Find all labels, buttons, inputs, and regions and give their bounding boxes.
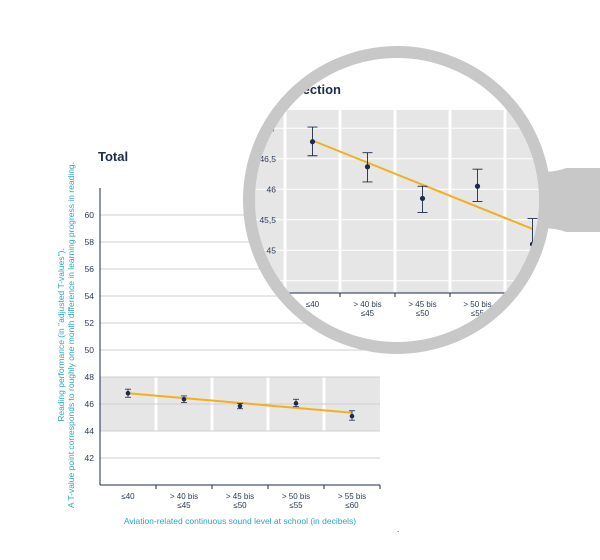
total-data-point (181, 396, 187, 402)
y-axis-label-continued: A T-value point corresponds to roughly o… (66, 162, 76, 508)
total-y-tick: 42 (85, 453, 95, 463)
total-category-label: ≤45 (177, 501, 191, 510)
total-data-point (125, 390, 131, 396)
total-y-tick: 54 (85, 291, 95, 301)
total-category-label: > 45 bis (226, 492, 254, 501)
total-data-point (237, 403, 243, 409)
total-category-label: ≤55 (289, 501, 303, 510)
section-y-tick: 46,5 (259, 154, 276, 164)
section-category-label: ≤50 (416, 309, 430, 318)
section-y-tick: 45 (267, 245, 277, 255)
section-category-label: > 50 bis (463, 300, 491, 309)
total-y-tick: 44 (85, 426, 95, 436)
section-column-band (167, 110, 224, 293)
total-y-tick: 58 (85, 237, 95, 247)
total-category-label: > 55 bis (338, 492, 366, 501)
total-category-label: ≤50 (233, 501, 247, 510)
section-category-label: > 45 bis (408, 300, 436, 309)
total-data-point (349, 413, 355, 419)
section-category-label: ≤40 (306, 300, 320, 309)
x-axis-label: Aviation-related continuous sound level … (124, 516, 356, 526)
section-category-label: > 40 bis (353, 300, 381, 309)
total-y-tick: 52 (85, 318, 95, 328)
total-category-label: ≤40 (121, 492, 135, 501)
svg-text:.: . (397, 524, 399, 534)
lens-ring (243, 46, 551, 354)
total-y-tick: 56 (85, 264, 95, 274)
section-y-tick: 45,5 (259, 215, 276, 225)
section-category-label: ≤45 (361, 309, 375, 318)
section-category-label: ≤55 (471, 309, 485, 318)
total-category-label: ≤60 (345, 501, 359, 510)
total-data-point (293, 401, 299, 406)
total-category-label: > 40 bis (170, 492, 198, 501)
section-data-point (474, 183, 481, 189)
total-category-label: > 50 bis (282, 492, 310, 501)
y-axis-label: Reading performance (in "adjusted T-valu… (56, 248, 66, 422)
section-trend-line (312, 139, 533, 230)
total-y-tick: 48 (85, 372, 95, 382)
total-title: Total (98, 149, 128, 164)
section-column-band (341, 110, 394, 293)
total-y-tick: 50 (85, 345, 95, 355)
section-data-point (419, 195, 426, 202)
section-data-point (309, 139, 316, 145)
total-y-tick: 46 (85, 399, 95, 409)
section-y-tick: 46 (267, 184, 277, 194)
total-y-tick: 60 (85, 210, 95, 220)
section-data-point (364, 164, 371, 170)
magnifier-handle (540, 168, 600, 232)
